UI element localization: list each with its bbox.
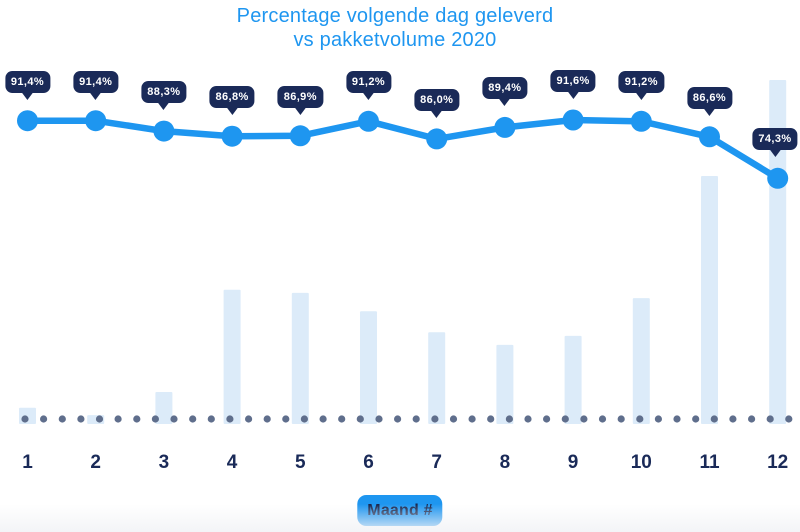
baseline-dot [170,415,178,423]
baseline-dot [729,415,737,423]
baseline-dot [617,415,625,423]
baseline-dot [543,415,551,423]
volume-bar [496,344,514,424]
trend-point [699,126,720,148]
baseline-dot [487,415,495,423]
trend-point [767,167,789,189]
volume-bar [291,292,309,424]
baseline-dot [319,415,327,423]
baseline-dot [263,415,271,423]
volume-bar [155,392,173,424]
baseline-dot [338,415,346,423]
baseline-dot [58,415,66,423]
baseline-dot [356,415,364,423]
baseline-dot [375,415,383,423]
baseline-dot [654,415,663,423]
chart-title-line2: vs pakketvolume 2020 [293,29,497,51]
baseline-dot [133,415,141,423]
baseline-dot [524,415,532,423]
volume-bar [360,311,377,424]
value-tooltip: 88,3% [141,81,187,104]
value-tooltip: 91,4% [73,70,119,93]
trend-point [221,125,243,147]
value-tooltip: 91,4% [4,70,51,93]
x-axis-tick: 1 [22,452,33,473]
baseline-dot [431,415,439,423]
x-axis-tick: 3 [158,452,170,473]
x-axis-tick: 10 [630,452,652,473]
value-tooltip: 91,2% [618,71,664,94]
value-tooltip: 86,9% [277,85,323,108]
baseline-dot [561,415,569,423]
volume-bar [769,80,787,424]
baseline-dot [21,415,29,423]
trend-point [494,116,516,138]
x-axis-tick: 2 [90,452,101,473]
x-axis-tick: 9 [567,452,579,473]
trend-point [289,125,311,147]
x-axis-tick: 6 [363,452,374,473]
x-axis-label-badge: Maand # [357,495,443,526]
baseline-dot [449,415,458,423]
value-tooltip: 86,0% [414,88,460,111]
trend-point [17,110,38,132]
value-tooltip: 91,6% [550,70,596,92]
value-tooltip: 74,3% [752,128,798,151]
baseline-dot [189,415,197,423]
value-tooltip: 91,2% [345,71,392,94]
baseline-dot [710,415,718,423]
trend-point [358,110,379,132]
baseline-dot [468,415,476,423]
chart-title: Percentage volgende dag geleverd vs pakk… [0,4,790,52]
baseline-dot [580,415,588,423]
baseline-dot [766,415,774,423]
baseline-dot [673,415,681,423]
baseline-dot [785,415,793,423]
baseline-dot [748,415,756,423]
baseline-dot [636,415,644,423]
trend-point [630,110,652,132]
baseline-dot [598,415,607,423]
baseline-dot [394,415,402,423]
x-axis-tick: 12 [767,452,789,473]
x-axis-tick: 5 [295,452,306,473]
value-tooltip: 86,8% [209,86,255,109]
x-axis-tick: 11 [699,452,720,473]
chart-title-line1: Percentage volgende dag geleverd [236,5,554,27]
baseline-dot [151,415,159,423]
value-tooltip: 86,6% [686,86,733,109]
baseline-dot [95,415,104,423]
x-axis-tick: 4 [226,452,238,473]
volume-bar [632,298,650,424]
trend-point [153,120,175,142]
trend-point [85,110,107,132]
baseline-dot [282,415,290,423]
baseline-dot [245,415,253,423]
volume-bar [428,332,446,424]
baseline-dot [77,415,85,423]
baseline-dot [300,415,308,423]
baseline-dot [692,415,700,423]
trend-point [426,128,448,150]
volume-bar [223,289,241,424]
baseline-dot [207,415,215,423]
x-axis-tick: 7 [431,452,442,473]
baseline-dot [226,415,234,423]
trend-point [562,109,584,131]
value-tooltip: 89,4% [482,77,528,100]
trend-line [24,116,781,182]
volume-bar [701,176,718,424]
baseline-dot [412,415,420,423]
baseline-dot [505,415,513,423]
baseline-dot [114,415,122,423]
volume-bar [564,335,582,424]
x-axis-tick: 8 [499,452,511,473]
baseline-dot [40,415,48,423]
